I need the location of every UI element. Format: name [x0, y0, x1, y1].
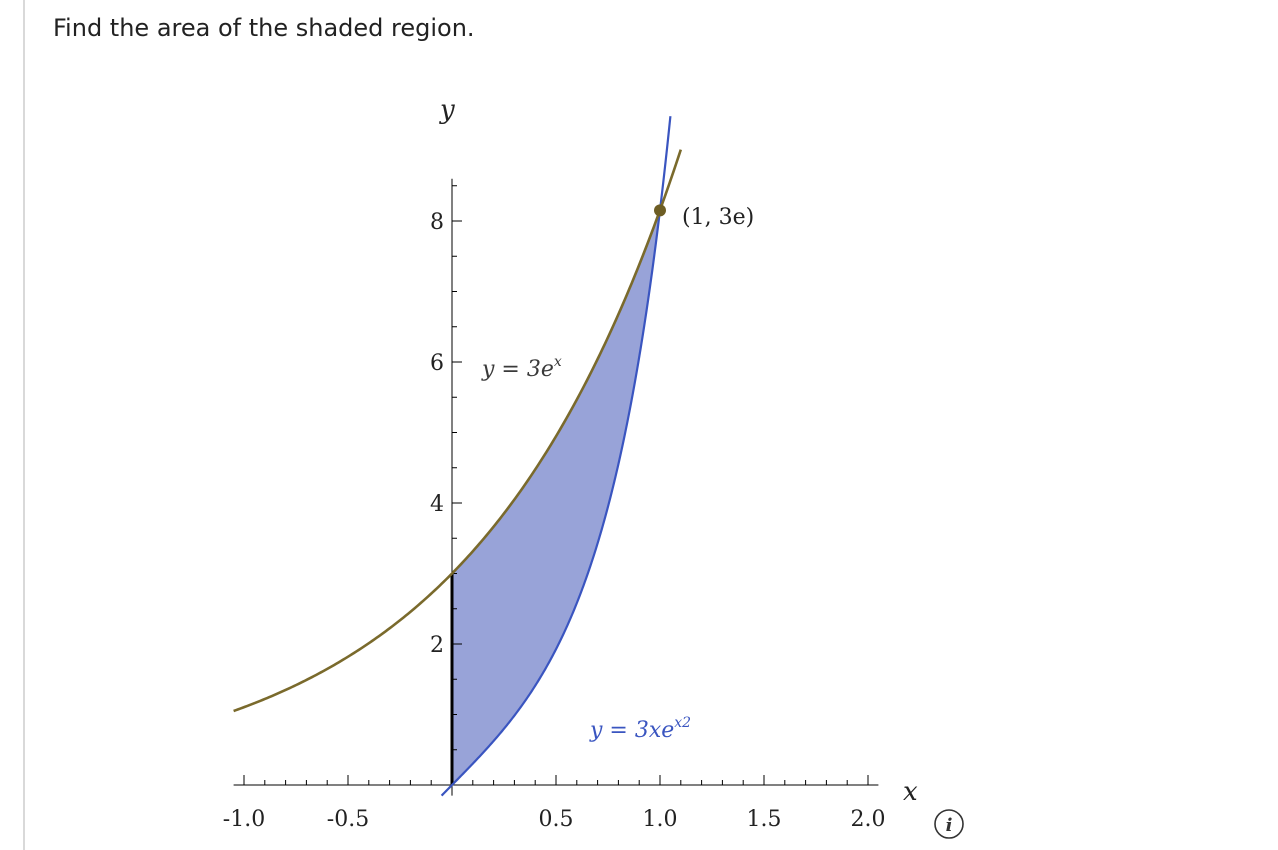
label-3e-x: y = 3ex — [481, 354, 562, 382]
y-tick-label: 8 — [430, 210, 444, 235]
y-tick-label: 2 — [430, 633, 444, 658]
y-tick-labels: 2 4 6 8 — [430, 210, 444, 658]
intersection-point — [654, 204, 666, 217]
label-3xe-x2: y = 3xex2 — [589, 715, 691, 743]
x-axis-ticks — [243, 775, 869, 785]
x-axis-label: x — [903, 777, 918, 807]
x-tick-labels: -1.0 -0.5 0.5 1.0 1.5 2.0 — [223, 807, 886, 832]
series-line-3xe-x2 — [440, 116, 672, 797]
x-tick-label: 2.0 — [851, 807, 886, 832]
y-axis-label: y — [439, 95, 455, 125]
series-line-3e-x — [233, 149, 683, 713]
point-label: (1, 3e) — [682, 205, 754, 230]
y-tick-label: 6 — [430, 351, 444, 376]
info-icon: i — [934, 809, 964, 839]
shaded-region — [452, 210, 660, 785]
y-tick-label: 4 — [430, 492, 444, 517]
x-tick-label: 0.5 — [539, 807, 574, 832]
svg-text:i: i — [946, 815, 953, 836]
x-tick-label: -1.0 — [223, 807, 265, 832]
question-prompt: Find the area of the shaded region. — [53, 14, 475, 42]
x-tick-label: 1.5 — [747, 807, 782, 832]
x-tick-label: -0.5 — [327, 807, 369, 832]
x-tick-label: 1.0 — [643, 807, 678, 832]
left-border — [23, 0, 25, 850]
info-button[interactable]: i — [933, 808, 965, 840]
